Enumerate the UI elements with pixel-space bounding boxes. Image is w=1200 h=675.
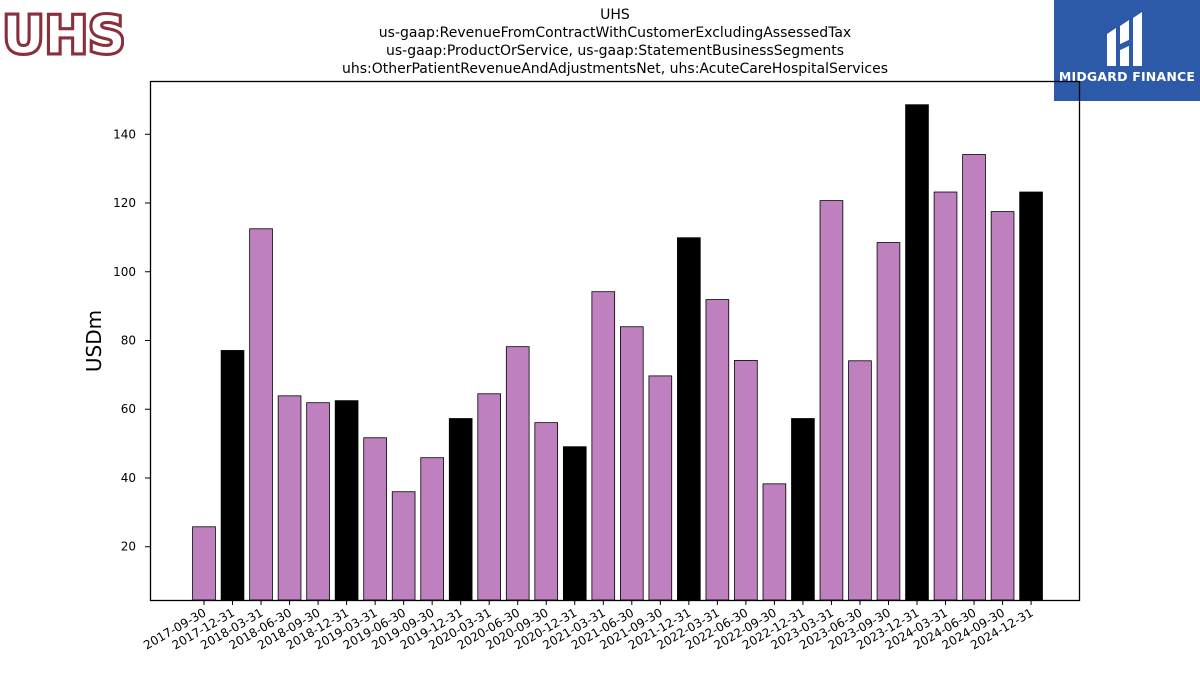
bar-2019-06-30 — [391, 491, 416, 601]
bar-2021-06-30 — [620, 326, 644, 601]
chart-title: UHS us-gaap:RevenueFromContractWithCusto… — [0, 6, 1200, 78]
title-line-concept: us-gaap:RevenueFromContractWithCustomerE… — [378, 25, 852, 41]
bar-2023-12-31 — [905, 104, 929, 601]
bar-2024-12-31 — [1019, 191, 1043, 601]
x-axis: 2017-09-302017-12-312018-03-312018-06-30… — [141, 600, 1036, 652]
bar-2018-12-31 — [334, 400, 359, 601]
bar-2020-09-30 — [534, 422, 559, 601]
bar-2017-09-30 — [192, 526, 216, 601]
bar-2022-09-30 — [762, 483, 787, 601]
uhs-logo-text: UHS — [4, 6, 124, 60]
bar-2024-03-31 — [933, 191, 958, 601]
bar-2021-12-31 — [677, 237, 701, 601]
bar-2019-12-31 — [448, 418, 473, 601]
midgard-brand-text: MIDGARD FINANCE — [1058, 69, 1196, 84]
y-tick-label: 20 — [121, 540, 136, 554]
midgard-emblem-icon — [1107, 12, 1142, 66]
bar-2022-06-30 — [734, 360, 758, 601]
title-line-members: uhs:OtherPatientRevenueAndAdjustmentsNet… — [341, 61, 889, 77]
bar-2018-03-31 — [249, 228, 273, 601]
y-axis-label: USDm — [82, 310, 106, 372]
midgard-finance-logo: MIDGARD FINANCE — [1054, 0, 1200, 101]
y-axis: 20 40 60 80 100 120 140 — [113, 127, 150, 554]
bar-2019-03-31 — [363, 437, 387, 601]
bar-2018-06-30 — [277, 395, 302, 601]
bar-2019-09-30 — [420, 457, 444, 601]
bar-2022-03-31 — [705, 299, 730, 601]
y-tick-label: 140 — [113, 127, 136, 141]
title-line-company: UHS — [600, 7, 630, 23]
bar-2020-06-30 — [505, 346, 530, 601]
bar-2018-09-30 — [306, 402, 330, 601]
uhs-logo-outline: UHS — [4, 6, 124, 60]
y-tick-label: 120 — [113, 196, 136, 210]
bar-2024-06-30 — [962, 154, 986, 601]
bar-2023-03-31 — [819, 200, 844, 601]
bar-2024-09-30 — [990, 211, 1015, 601]
title-line-axes: us-gaap:ProductOrService, us-gaap:Statem… — [385, 43, 844, 59]
bar-2017-12-31 — [220, 350, 245, 601]
bars-group — [192, 104, 1043, 601]
bar-2022-12-31 — [791, 418, 815, 601]
y-tick-label: 40 — [121, 471, 136, 485]
bar-2021-09-30 — [648, 375, 673, 601]
bar-2023-06-30 — [848, 360, 872, 601]
y-tick-label: 100 — [113, 265, 136, 279]
bar-2020-03-31 — [477, 393, 501, 601]
uhs-logo: UHS UHS — [0, 4, 128, 69]
y-tick-label: 80 — [121, 334, 136, 348]
bar-2020-12-31 — [562, 446, 587, 601]
bar-2021-03-31 — [591, 291, 616, 601]
plot-frame — [149, 80, 1081, 602]
bar-2023-09-30 — [876, 242, 901, 601]
y-tick-label: 60 — [121, 402, 136, 416]
